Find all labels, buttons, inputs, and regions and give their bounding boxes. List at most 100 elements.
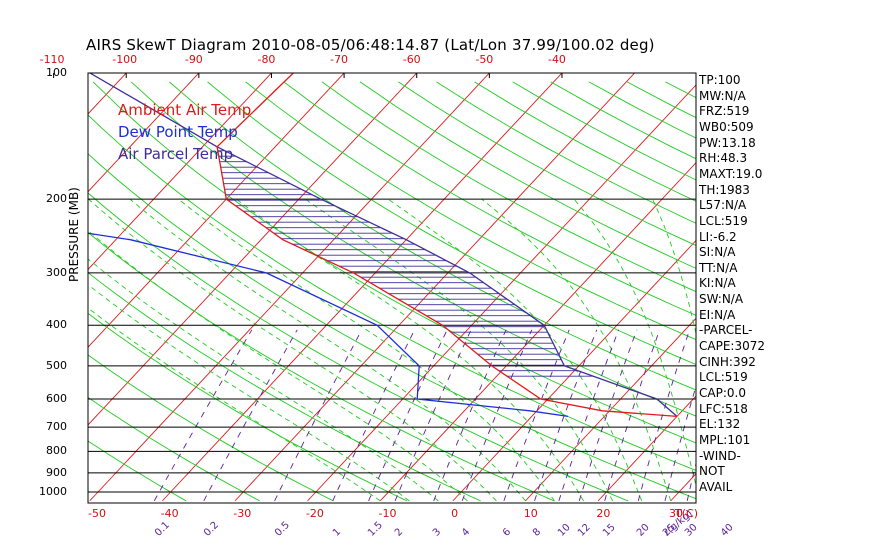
plot-frame — [87, 72, 697, 504]
pressure-tick-label: 400 — [46, 318, 67, 332]
mixing-ratio-line — [604, 329, 661, 502]
pressure-tick-label: 900 — [46, 465, 67, 479]
stability-index-item: -PARCEL- — [699, 323, 753, 338]
chart-title: AIRS SkewT Diagram 2010-08-05/06:48:14.8… — [86, 36, 655, 54]
top-temp-label: -90 — [184, 53, 203, 66]
stability-index-item: -WIND- — [699, 448, 741, 463]
moist-adiabat-line — [88, 307, 381, 502]
pressure-tick-label: 300 — [46, 265, 67, 279]
y-axis-label: PRESSURE (MB) — [67, 187, 81, 282]
pressure-tick-label: 100 — [46, 66, 67, 79]
pressure-tick-label: 1000 — [39, 485, 67, 498]
isotherm-line — [88, 73, 200, 193]
dry-adiabat-line — [88, 192, 629, 502]
isotherm-line — [452, 239, 696, 502]
dry-adiabat-line — [742, 82, 870, 501]
legend-dew-point-temp: Dew Point Temp — [118, 123, 238, 141]
isotherm-line — [88, 73, 345, 348]
moist-adiabat-line — [481, 198, 672, 502]
stability-index-item: LCL:519 — [699, 213, 748, 228]
dry-adiabat-line — [512, 81, 696, 181]
moist-adiabat-line — [129, 198, 526, 502]
stability-index-item: WB0:509 — [699, 119, 754, 134]
stability-index-item: FRZ:519 — [699, 104, 750, 119]
dry-adiabat-line — [283, 81, 696, 316]
top-temp-label: -100 — [112, 53, 138, 66]
pressure-tick-label: 500 — [46, 358, 67, 372]
isotherm-line — [743, 64, 870, 501]
stability-index-item: NOT — [699, 464, 725, 479]
pressure-tick-label: 200 — [46, 192, 67, 206]
mixing-ratio-line — [274, 329, 363, 502]
stability-index-item: TP:100 — [699, 73, 741, 87]
mixing-ratio-line — [368, 329, 448, 502]
isotherm-line — [234, 73, 636, 502]
isotherm-line — [307, 84, 696, 502]
dry-adiabat-line — [436, 81, 696, 224]
moist-adiabat-line — [387, 198, 643, 502]
stability-index-item: AVAIL — [699, 479, 733, 494]
dry-adiabat-line — [474, 81, 696, 202]
moist-adiabat-line — [88, 258, 439, 502]
dry-adiabat-line — [359, 81, 696, 269]
isotherm-line — [0, 64, 62, 501]
parcel-temp-curve — [89, 73, 678, 417]
dry-adiabat-line — [88, 354, 334, 502]
pressure-tick-label: 800 — [46, 444, 67, 458]
moist-adiabat-line — [573, 198, 696, 488]
mixing-ratio-line — [503, 329, 570, 502]
moist-adiabat-line — [88, 230, 468, 502]
isotherm-line — [816, 64, 870, 501]
bottom-temp-label: 0 — [451, 507, 459, 520]
top-temp-label: -50 — [475, 53, 494, 66]
stability-index-item: KI:N/A — [699, 276, 736, 291]
mixing-ratio-line — [558, 329, 620, 502]
dry-adiabat-line — [88, 114, 696, 471]
moist-adiabat-line — [652, 198, 696, 336]
dry-adiabat-line — [169, 81, 696, 391]
top-temp-label: -60 — [402, 53, 421, 66]
dry-adiabat-line — [88, 153, 696, 500]
isotherm-line — [597, 395, 696, 502]
top-temp-label: -70 — [330, 53, 349, 66]
stability-index-item: TH:1983 — [699, 182, 750, 197]
stability-index-item: PW:13.18 — [699, 135, 756, 150]
stability-index-item: CINH:392 — [699, 354, 756, 369]
bottom-temp-label: 30 — [669, 507, 683, 520]
stability-index-item: LI:-6.2 — [699, 229, 737, 244]
dry-adiabat-line — [88, 272, 481, 502]
dry-adiabat-line — [88, 396, 260, 502]
mixing-ratio-line — [394, 329, 472, 502]
stability-index-item: CAPE:3072 — [699, 339, 765, 354]
bottom-temp-label: -30 — [233, 507, 252, 520]
bottom-temp-label: -40 — [160, 507, 179, 520]
top-temp-label: -110 — [39, 53, 65, 66]
pressure-tick-label: 600 — [46, 392, 67, 406]
dry-adiabat-line — [130, 81, 696, 417]
dry-adiabat-line — [88, 312, 408, 502]
moist-adiabat-line — [88, 198, 497, 502]
pressure-tick-label: 700 — [46, 420, 67, 434]
bottom-temp-label: 10 — [523, 507, 538, 520]
dry-adiabat-line — [245, 81, 696, 341]
isotherm-line — [379, 162, 696, 502]
stability-index-item: CAP:0.0 — [699, 386, 746, 400]
mixing-ratio-line — [203, 329, 298, 502]
stability-index-item: EL:132 — [699, 417, 741, 432]
stability-index-item: SI:N/A — [699, 245, 736, 260]
mixing-ratio-line — [153, 329, 253, 502]
mixing-ratio-line — [637, 329, 691, 502]
dew-point-curve — [88, 232, 569, 418]
isotherm-line — [88, 73, 127, 115]
stability-index-item: MW:N/A — [699, 88, 746, 103]
stability-index-item: MAXT:19.0 — [699, 166, 763, 181]
isotherm-line — [162, 73, 563, 502]
dry-adiabat-line — [321, 81, 696, 293]
stability-index-item: LCL:519 — [699, 370, 748, 385]
dry-adiabat-line — [88, 440, 187, 502]
bottom-temp-label: -10 — [378, 507, 397, 520]
top-temp-label: -40 — [547, 53, 566, 66]
moist-adiabat-line — [305, 198, 614, 502]
dry-adiabat-line — [207, 81, 696, 366]
